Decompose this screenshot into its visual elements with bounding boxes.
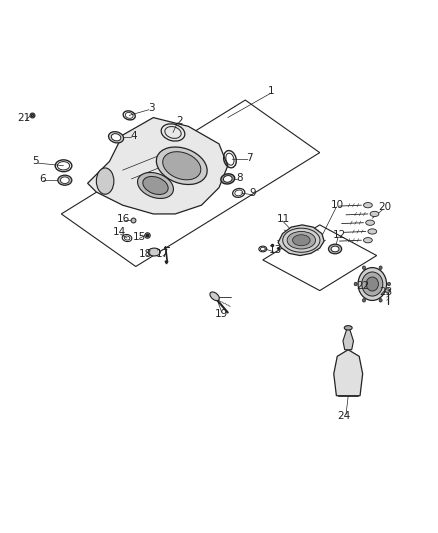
- Ellipse shape: [96, 168, 114, 194]
- Ellipse shape: [364, 203, 372, 208]
- Ellipse shape: [379, 266, 382, 270]
- Polygon shape: [334, 350, 363, 395]
- Text: 17: 17: [156, 249, 170, 259]
- Text: 13: 13: [268, 245, 282, 255]
- Text: 14: 14: [113, 228, 126, 237]
- Text: 24: 24: [337, 411, 350, 421]
- Ellipse shape: [293, 235, 310, 246]
- Ellipse shape: [109, 132, 124, 143]
- Ellipse shape: [331, 246, 339, 252]
- Text: 23: 23: [379, 287, 392, 297]
- Text: 21: 21: [18, 112, 31, 123]
- Ellipse shape: [58, 175, 72, 185]
- Ellipse shape: [223, 175, 232, 182]
- Text: 1: 1: [268, 86, 275, 96]
- Ellipse shape: [362, 298, 365, 302]
- Ellipse shape: [385, 289, 390, 292]
- Text: 7: 7: [246, 153, 253, 163]
- Ellipse shape: [387, 282, 391, 286]
- Polygon shape: [88, 118, 228, 214]
- Ellipse shape: [156, 147, 207, 184]
- Ellipse shape: [328, 244, 342, 254]
- Ellipse shape: [354, 282, 357, 286]
- Text: 22: 22: [356, 281, 369, 291]
- Ellipse shape: [138, 173, 173, 198]
- Text: 10: 10: [331, 200, 344, 210]
- Polygon shape: [278, 225, 324, 255]
- Text: 15: 15: [133, 232, 146, 242]
- Text: 3: 3: [148, 103, 155, 113]
- Ellipse shape: [111, 134, 121, 141]
- Ellipse shape: [362, 266, 365, 270]
- Text: 5: 5: [32, 156, 39, 166]
- Ellipse shape: [162, 152, 201, 180]
- Text: 19: 19: [215, 309, 228, 319]
- Text: 4: 4: [130, 131, 137, 141]
- Polygon shape: [343, 328, 353, 350]
- Text: 8: 8: [237, 173, 244, 183]
- Ellipse shape: [370, 211, 379, 216]
- Ellipse shape: [362, 272, 383, 296]
- Ellipse shape: [287, 231, 315, 249]
- Ellipse shape: [368, 229, 377, 234]
- Ellipse shape: [364, 238, 372, 243]
- Ellipse shape: [210, 292, 219, 301]
- Text: 16: 16: [117, 214, 130, 224]
- Text: 20: 20: [378, 203, 391, 212]
- Text: 6: 6: [39, 174, 46, 184]
- Ellipse shape: [358, 268, 387, 301]
- Ellipse shape: [60, 177, 69, 183]
- Text: 12: 12: [333, 230, 346, 240]
- Text: 9: 9: [250, 188, 257, 198]
- Text: 2: 2: [176, 116, 183, 126]
- Ellipse shape: [344, 326, 352, 330]
- Ellipse shape: [379, 298, 382, 302]
- Text: 18: 18: [139, 249, 152, 259]
- Ellipse shape: [148, 248, 160, 256]
- Ellipse shape: [366, 220, 374, 225]
- Text: 11: 11: [277, 214, 290, 224]
- Ellipse shape: [221, 174, 235, 184]
- Ellipse shape: [366, 277, 378, 291]
- Ellipse shape: [143, 176, 168, 195]
